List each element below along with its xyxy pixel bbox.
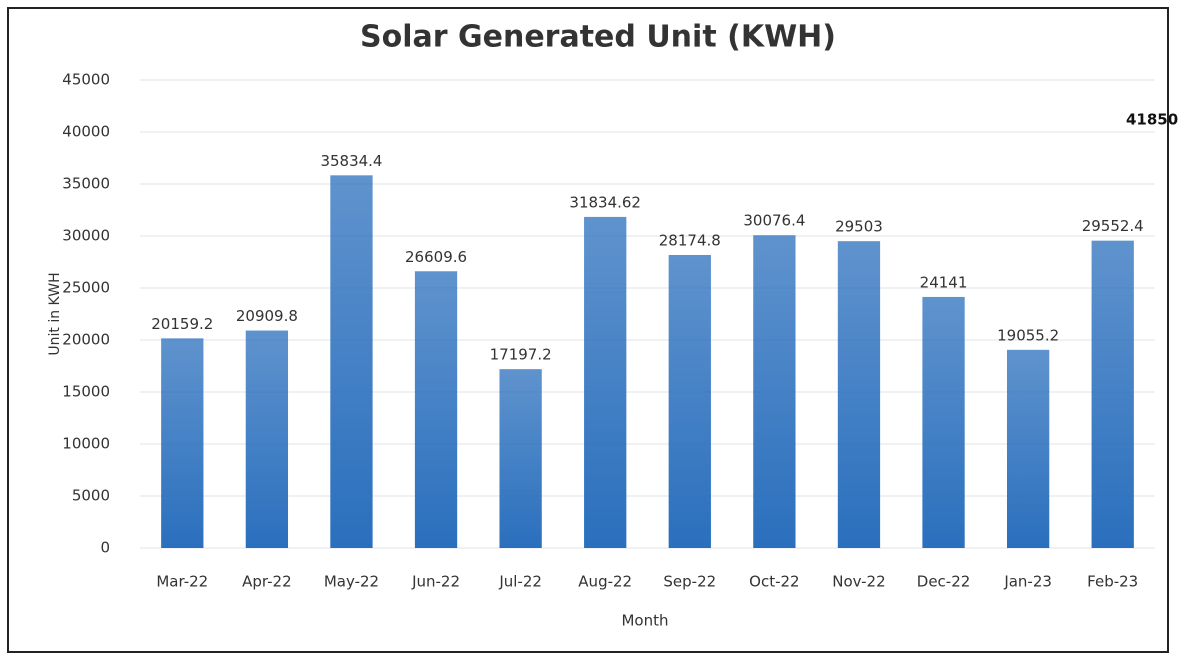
bar [414, 271, 458, 548]
x-tick-label: Jan-23 [1003, 573, 1052, 591]
data-label: 28174.8 [659, 231, 721, 249]
annotation: 41850 [1126, 111, 1178, 129]
y-tick-label: 35000 [62, 175, 110, 193]
data-label: 24141 [920, 273, 968, 291]
bar [668, 254, 711, 548]
bar [1091, 240, 1134, 549]
y-tick-label: 20000 [62, 331, 110, 349]
bar [584, 216, 627, 548]
x-tick-label: Nov-22 [832, 573, 885, 591]
bar [161, 338, 204, 548]
y-tick-label: 45000 [62, 71, 110, 89]
x-tick-label: Oct-22 [749, 573, 799, 591]
chart-title: Solar Generated Unit (KWH) [360, 20, 836, 55]
x-tick-label: Dec-22 [917, 573, 971, 591]
bar [837, 241, 881, 548]
y-tick-label: 40000 [62, 123, 110, 141]
y-tick-label: 5000 [72, 487, 110, 505]
data-label: 35834.4 [320, 152, 382, 170]
bar [499, 369, 542, 548]
y-tick-label: 30000 [62, 227, 110, 245]
x-tick-label: Jun-22 [411, 573, 460, 591]
data-label: 26609.6 [405, 248, 467, 266]
x-tick-label: Apr-22 [242, 573, 292, 591]
data-label: 30076.4 [743, 212, 805, 230]
x-tick-label: Jul-22 [498, 573, 542, 591]
y-tick-label: 25000 [62, 279, 110, 297]
y-tick-label: 10000 [62, 435, 110, 453]
x-axis-label: Month [621, 612, 668, 630]
x-tick-label: Feb-23 [1087, 573, 1138, 591]
bar [1006, 349, 1050, 548]
y-tick-label: 0 [100, 539, 110, 557]
data-label: 31834.62 [569, 193, 641, 211]
data-label: 19055.2 [997, 326, 1059, 344]
x-tick-label: May-22 [324, 573, 379, 591]
y-axis-label: Unit in KWH [47, 272, 63, 355]
x-tick-label: Sep-22 [663, 573, 716, 591]
bar [922, 296, 965, 548]
y-tick-label: 15000 [62, 383, 110, 401]
data-label: 20909.8 [236, 307, 298, 325]
bar [753, 235, 796, 548]
data-label: 29503 [835, 218, 883, 236]
data-label: 29552.4 [1082, 217, 1144, 235]
bar [245, 330, 289, 548]
x-tick-label: Aug-22 [578, 573, 632, 591]
data-label: 17197.2 [490, 346, 552, 364]
x-tick-label: Mar-22 [156, 573, 208, 591]
bar [330, 175, 373, 548]
data-label: 20159.2 [151, 315, 213, 333]
